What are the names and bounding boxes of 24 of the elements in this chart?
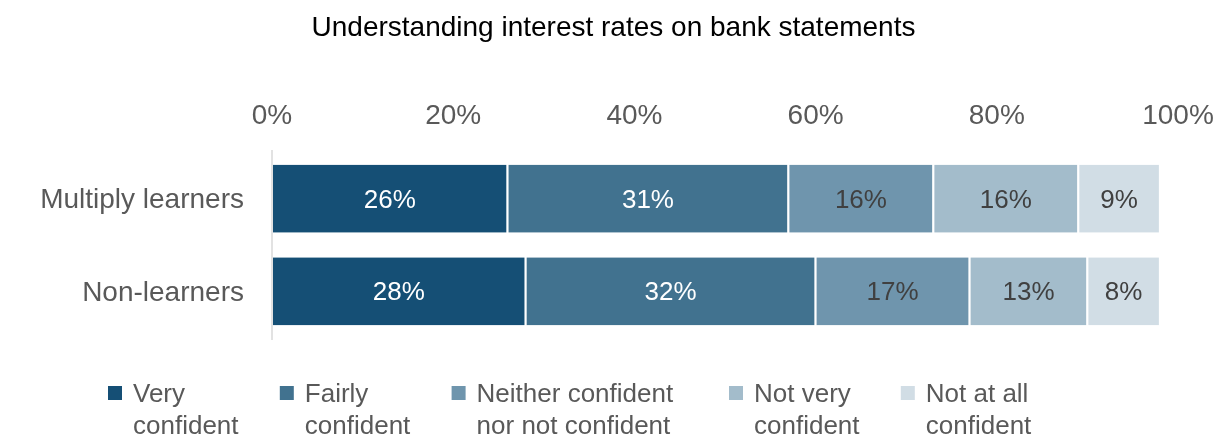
data-label: 32% [644, 276, 697, 307]
x-tick-label: 80% [968, 99, 1025, 130]
y-tick-label: Non-learners [82, 276, 244, 308]
data-label: 16% [834, 183, 887, 214]
x-tick-label: 20% [425, 99, 482, 130]
data-label: 16% [979, 183, 1032, 214]
x-tick-label: 0% [251, 99, 293, 130]
data-label: 31% [621, 183, 675, 214]
x-tick-label: 100% [1142, 99, 1214, 130]
data-label: 17% [866, 276, 919, 307]
legend-label: Very confident [133, 378, 240, 440]
legend-label: Not at all confident [925, 378, 1033, 440]
data-label: 8% [1104, 276, 1143, 307]
y-tick-label: Multiply learners [40, 183, 244, 215]
data-label: 9% [1100, 183, 1138, 214]
x-tick-label: 40% [606, 99, 663, 130]
legend-label: Neither confident nor not confident [476, 378, 674, 440]
data-label: 13% [1002, 276, 1055, 307]
data-label: 26% [363, 183, 416, 214]
chart-title: Understanding interest rates on bank statements [311, 11, 916, 42]
legend-label: Not very confident [754, 378, 861, 440]
legend-label: Fairly confident [304, 378, 412, 440]
x-tick-label: 60% [787, 99, 844, 130]
data-label: 28% [372, 276, 425, 307]
